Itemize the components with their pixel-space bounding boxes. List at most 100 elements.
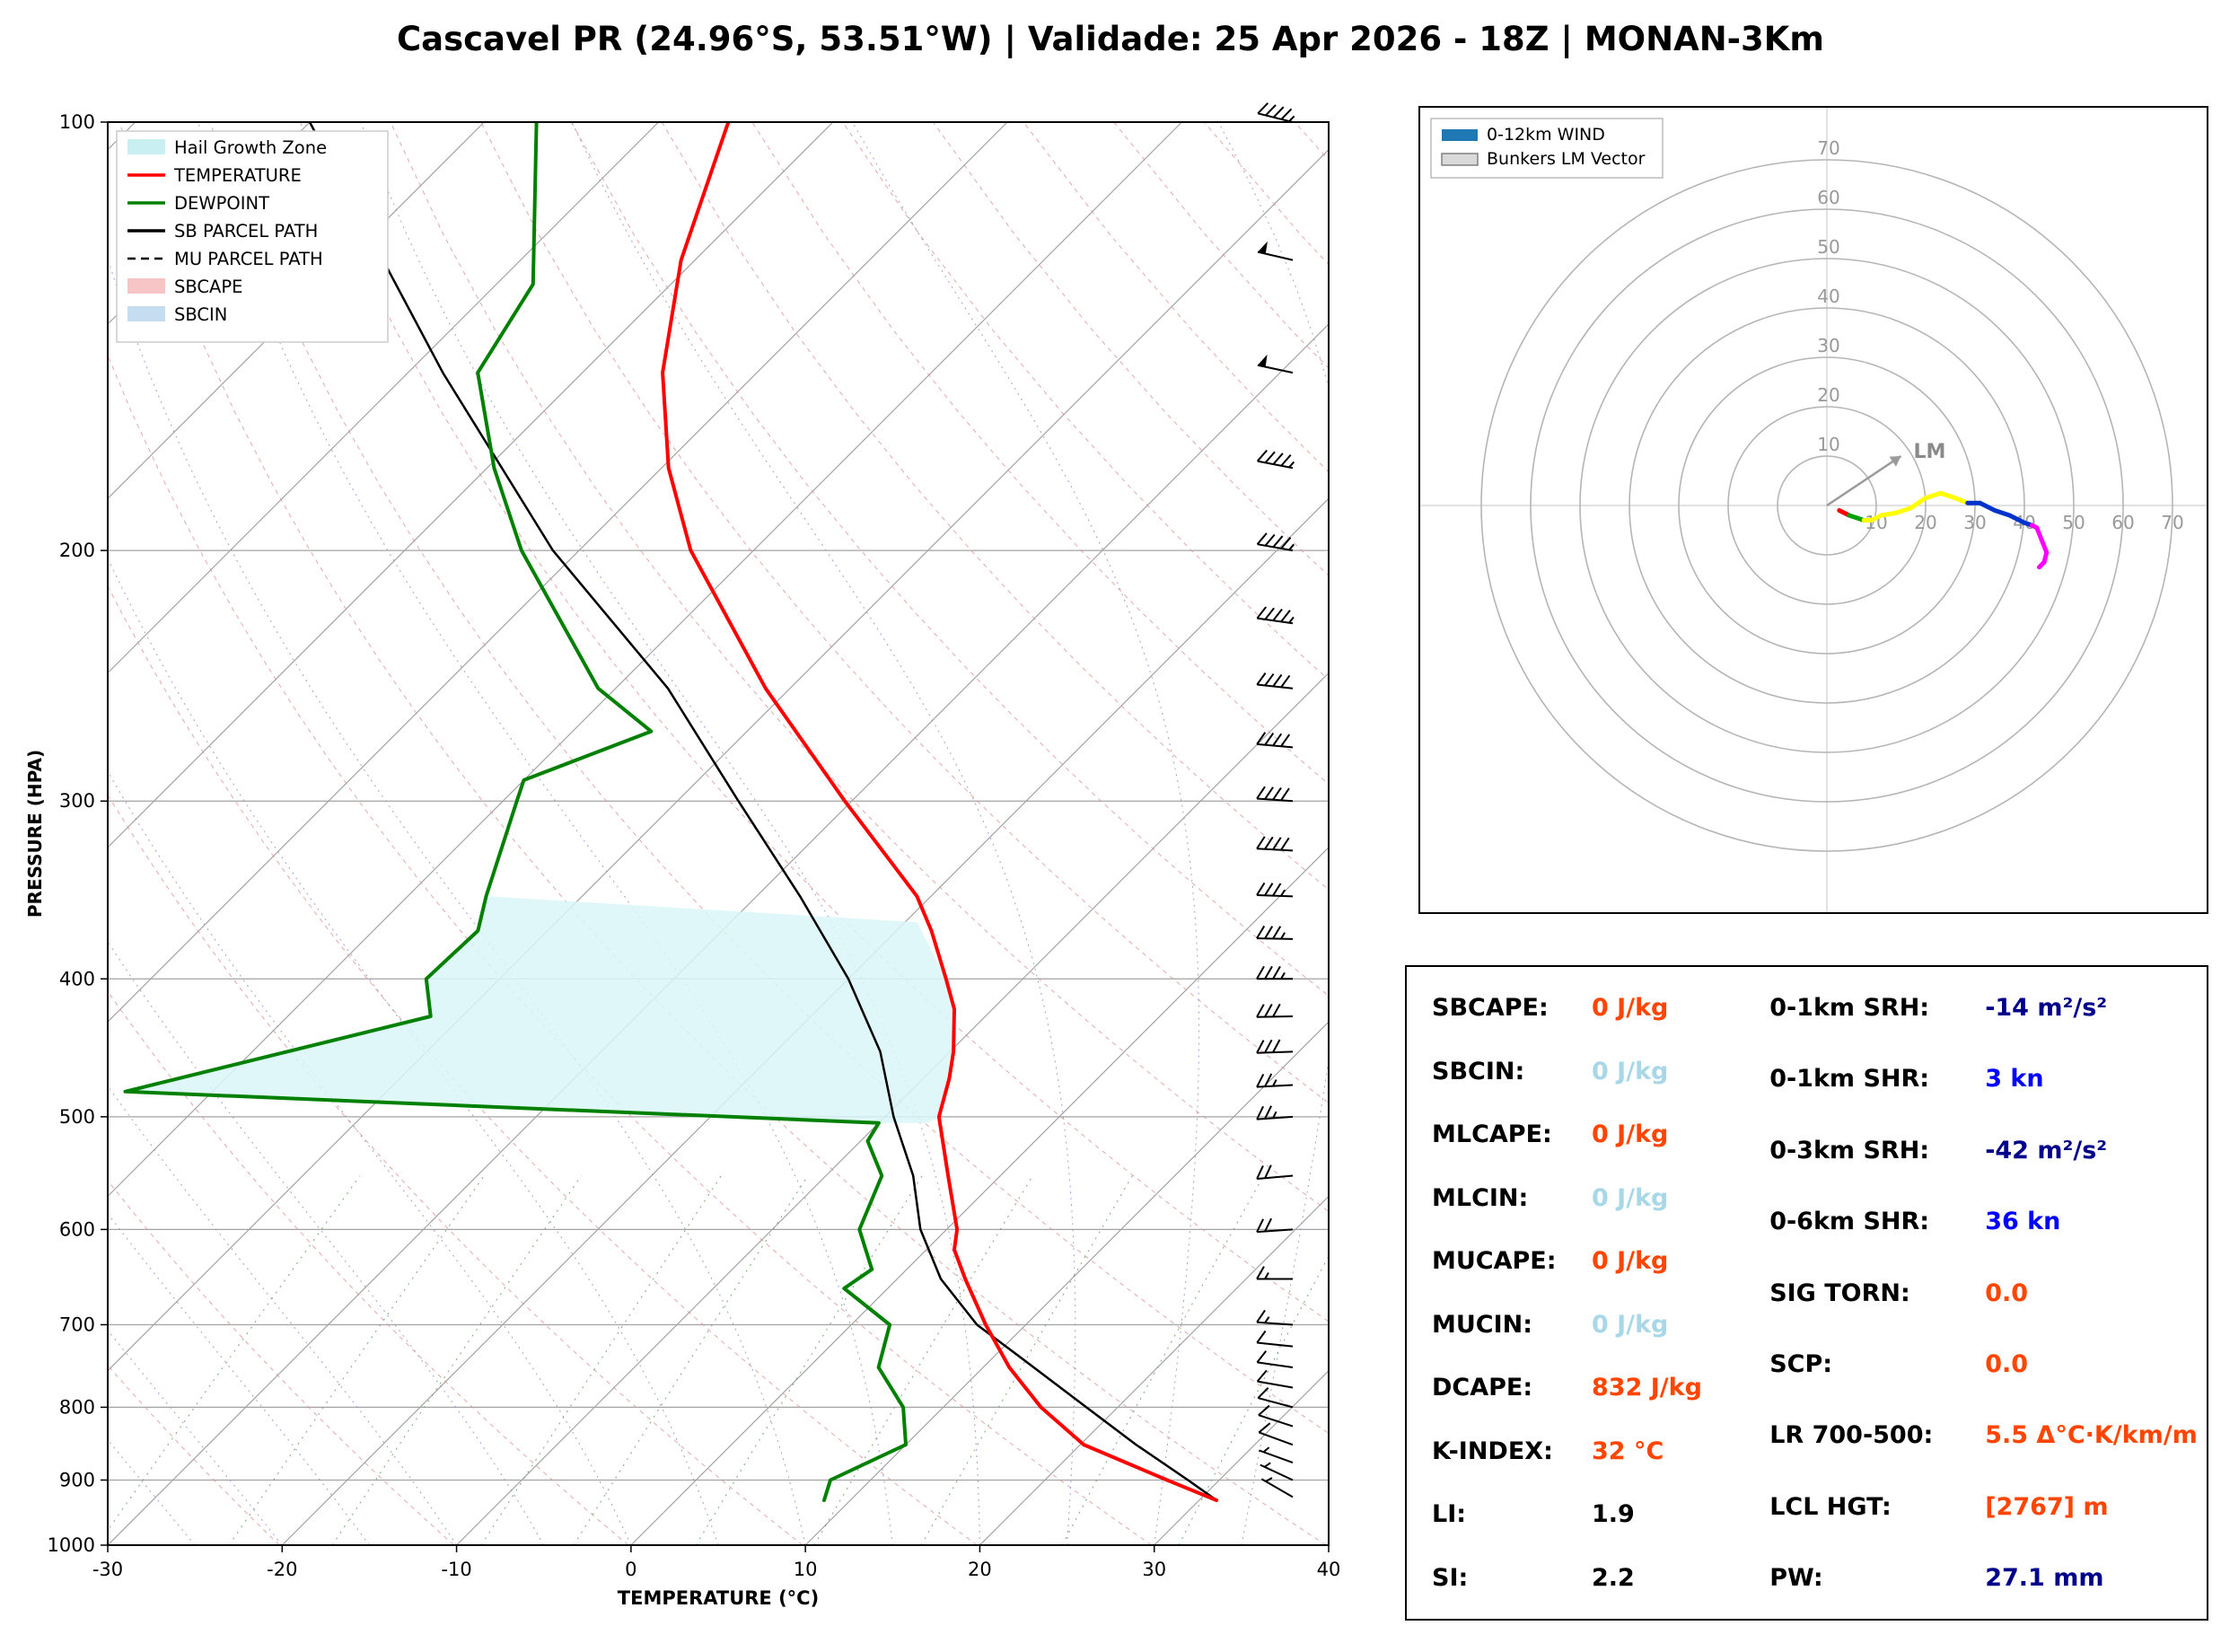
x-axis-label: TEMPERATURE (°C) xyxy=(618,1587,819,1609)
index-value: -42 m²/s² xyxy=(1985,1136,2108,1164)
ring-label: 60 xyxy=(2111,512,2134,533)
lm-label: LM xyxy=(1914,441,1946,463)
ring-label: 70 xyxy=(1817,137,1839,159)
pressure-tick-label: 700 xyxy=(59,1314,95,1335)
index-value: 0 J/kg xyxy=(1592,1310,1669,1339)
lm-arrowhead xyxy=(1889,456,1901,467)
index-row-sbcin: SBCIN: 0 J/kg xyxy=(1432,1058,1769,1085)
index-label: 0-1km SHR: xyxy=(1769,1065,1930,1094)
index-value: 3 kn xyxy=(1985,1065,2044,1094)
temperature-tick-label: -10 xyxy=(441,1559,471,1580)
legend-label: TEMPERATURE xyxy=(173,165,302,186)
pressure-tick-label: 600 xyxy=(59,1218,95,1240)
y-axis-label: PRESSURE (HPA) xyxy=(24,750,46,918)
index-row-lr-700-500: LR 700-500: 5.5 Δ°C·K/km/m xyxy=(1769,1421,2199,1449)
lm-legend-swatch xyxy=(1441,153,1479,166)
pressure-tick-label: 200 xyxy=(59,540,95,561)
index-label: PW: xyxy=(1769,1564,1823,1592)
hodograph-trace-segment xyxy=(2007,513,2027,525)
hodograph-trace-segment xyxy=(1909,496,1928,511)
temperature-tick-label: 30 xyxy=(1142,1559,1166,1580)
index-value: -14 m²/s² xyxy=(1985,994,2108,1022)
index-label: SI: xyxy=(1432,1563,1469,1592)
index-label: 0-3km SRH: xyxy=(1769,1136,1930,1164)
index-row-si: SI: 2.2 xyxy=(1432,1564,1769,1592)
pressure-tick-label: 900 xyxy=(59,1469,95,1490)
index-value: 0 J/kg xyxy=(1592,1120,1669,1149)
index-label: MLCAPE: xyxy=(1432,1120,1552,1149)
index-value: 0 J/kg xyxy=(1592,994,1669,1022)
index-row-lcl-hgt: LCL HGT: [2767] m xyxy=(1769,1493,2199,1521)
temperature-tick-label: -20 xyxy=(267,1559,297,1580)
mu-parcel-path xyxy=(309,122,1218,1501)
index-label: MLCIN: xyxy=(1432,1183,1529,1212)
index-label: DCAPE: xyxy=(1432,1374,1533,1402)
legend-swatch-6 xyxy=(127,306,165,321)
index-row-0-1km-shr: 0-1km SHR: 3 kn xyxy=(1769,1065,2199,1093)
hodograph-trace-segment xyxy=(1879,510,1899,518)
legend-label: DEWPOINT xyxy=(174,193,269,214)
hodograph-trace-segment xyxy=(1978,500,1997,513)
pressure-tick-label: 800 xyxy=(59,1396,95,1418)
hodograph-trace-segment xyxy=(1923,490,1943,501)
legend-swatch-5 xyxy=(127,278,165,294)
index-row-dcape: DCAPE: 832 J/kg xyxy=(1432,1374,1769,1402)
index-row-mucape: MUCAPE: 0 J/kg xyxy=(1432,1247,1769,1275)
skewt-legend: Hail Growth Zone TEMPERATURE DEWPOINT SB PA… xyxy=(116,130,389,343)
pressure-tick-label: 300 xyxy=(59,790,95,812)
temperature-tick-label: 0 xyxy=(625,1559,636,1580)
index-value: 36 kn xyxy=(1985,1208,2061,1236)
ring-label: 70 xyxy=(2161,512,2183,533)
index-row-mlcape: MLCAPE: 0 J/kg xyxy=(1432,1120,1769,1148)
legend-label: SB PARCEL PATH xyxy=(174,221,318,242)
skewt-plot-area xyxy=(108,122,1329,1545)
index-label: MUCIN: xyxy=(1432,1310,1533,1339)
index-row-0-6km-shr: 0-6km SHR: 36 kn xyxy=(1769,1208,2199,1235)
index-row-sbcape: SBCAPE: 0 J/kg xyxy=(1432,994,1769,1022)
indices-right-column: 0-1km SRH: -14 m²/s² 0-1km SHR: 3 kn 0-3km S… xyxy=(1769,994,2199,1592)
legend-label: SBCIN xyxy=(174,304,227,325)
index-row-mlcin: MLCIN: 0 J/kg xyxy=(1432,1184,1769,1212)
bunkers-lm-vector xyxy=(1826,454,1902,507)
legend-label: Hail Growth Zone xyxy=(174,137,327,158)
pressure-tick-label: 1000 xyxy=(48,1534,95,1556)
hodo-legend: 0-12km WIND Bunkers LM Vector xyxy=(1430,118,1664,179)
ring-label: 50 xyxy=(2062,512,2085,533)
wind-legend-swatch xyxy=(1442,129,1478,141)
index-label: K-INDEX: xyxy=(1432,1437,1553,1465)
ring-label: 30 xyxy=(1963,512,1986,533)
hodograph-trace-segment xyxy=(1992,508,2012,518)
index-value: 0 J/kg xyxy=(1592,1247,1669,1276)
index-label: 0-6km SHR: xyxy=(1769,1208,1930,1236)
ring-label: 40 xyxy=(1817,286,1839,307)
index-row-scp: SCP: 0.0 xyxy=(1769,1350,2199,1378)
index-value: 0 J/kg xyxy=(1592,1183,1669,1212)
hodograph-trace-segment xyxy=(2037,559,2047,570)
index-row-k-index: K-INDEX: 32 °C xyxy=(1432,1437,1769,1465)
index-label: SBCIN: xyxy=(1432,1057,1525,1085)
index-label: SCP: xyxy=(1769,1349,1833,1378)
index-value: 32 °C xyxy=(1592,1437,1664,1465)
index-value: 0.0 xyxy=(1985,1279,2029,1307)
index-value: 27.1 mm xyxy=(1985,1564,2104,1592)
ring-label: 50 xyxy=(1817,236,1839,258)
index-label: MUCAPE: xyxy=(1432,1247,1557,1276)
page-title: Cascavel PR (24.96°S, 53.51°W) | Validad… xyxy=(396,20,1824,58)
index-label: LR 700-500: xyxy=(1769,1421,1934,1450)
indices-panel: SBCAPE: 0 J/kg SBCIN: 0 J/kg MLCAPE: 0 J/kg ML… xyxy=(1405,965,2208,1621)
legend-label: Bunkers LM Vector xyxy=(1487,149,1646,169)
index-value: 0 J/kg xyxy=(1592,1057,1669,1085)
index-row-pw: PW: 27.1 mm xyxy=(1769,1564,2199,1592)
indices-left-column: SBCAPE: 0 J/kg SBCIN: 0 J/kg MLCAPE: 0 J/kg ML… xyxy=(1432,994,1769,1592)
temperature-tick-label: -30 xyxy=(92,1559,123,1580)
index-row-sig-torn: SIG TORN: 0.0 xyxy=(1769,1279,2199,1307)
ring-label: 20 xyxy=(1817,384,1839,406)
index-label: SBCAPE: xyxy=(1432,994,1549,1022)
index-value: 832 J/kg xyxy=(1592,1374,1702,1402)
legend-label: 0-12km WIND xyxy=(1487,125,1605,145)
index-value: 2.2 xyxy=(1592,1563,1635,1592)
index-label: SIG TORN: xyxy=(1769,1279,1910,1307)
